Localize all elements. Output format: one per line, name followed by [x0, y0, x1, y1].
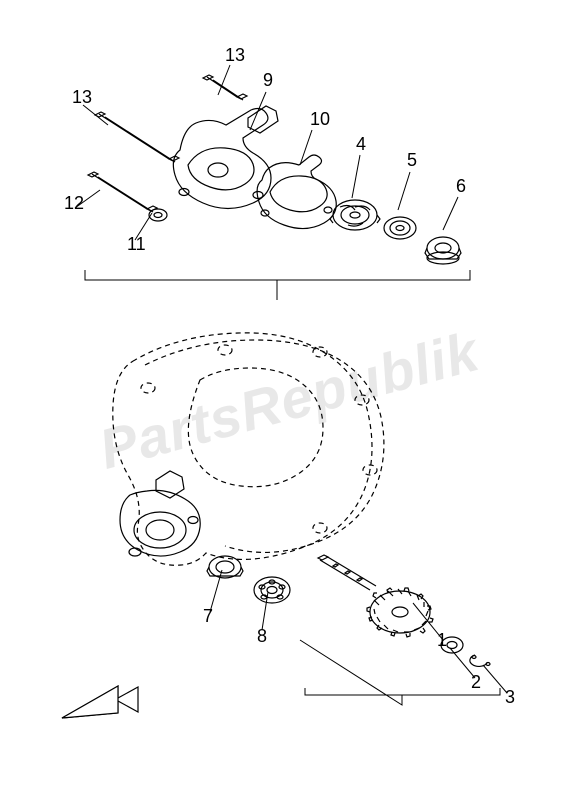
callout-9: 9 [263, 70, 273, 91]
callout-2: 2 [471, 672, 481, 693]
callout-6: 6 [456, 176, 466, 197]
leader-lines [75, 65, 507, 693]
bearing-8 [254, 577, 290, 603]
housing-9 [173, 106, 278, 209]
washer-11 [149, 209, 167, 221]
callout-10: 10 [310, 109, 330, 130]
upper-assembly [85, 75, 470, 300]
shaft-gear-1 [318, 555, 433, 637]
callout-1: 1 [437, 630, 447, 651]
cover-body [113, 333, 384, 565]
callout-13b: 13 [225, 45, 245, 66]
lower-boss [120, 471, 200, 556]
callout-12: 12 [64, 193, 84, 214]
seal-5 [384, 217, 416, 239]
callout-3: 3 [505, 687, 515, 708]
callout-4: 4 [356, 134, 366, 155]
bolt-13-left [95, 112, 179, 162]
gasket-10 [257, 155, 336, 229]
circlip-3 [470, 655, 490, 666]
direction-arrow [62, 686, 138, 718]
seal-6 [425, 237, 461, 264]
callout-11: 11 [127, 234, 146, 255]
callout-7: 7 [203, 606, 213, 627]
parts-diagram-svg [0, 0, 578, 800]
callout-8: 8 [257, 626, 267, 647]
callout-5: 5 [407, 150, 417, 171]
bolt-12 [88, 172, 157, 212]
callout-13a: 13 [72, 87, 92, 108]
impeller-4 [330, 200, 380, 230]
